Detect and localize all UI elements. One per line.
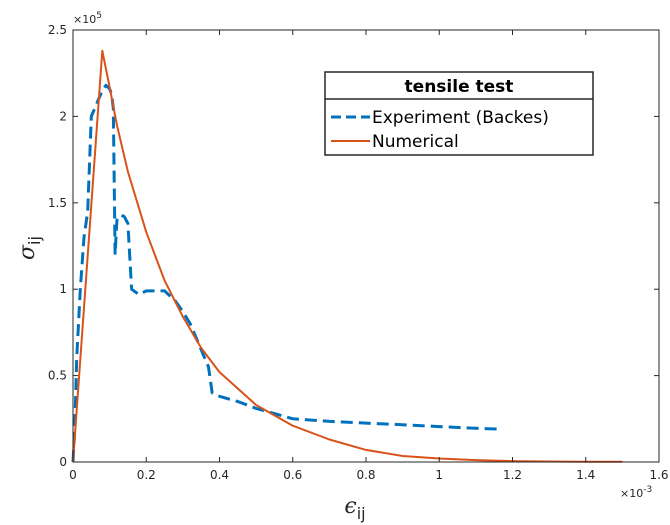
y-tick-label: 1 <box>59 282 67 296</box>
x-axis-label: ϵij <box>344 494 365 523</box>
x-exponent-power: -3 <box>643 485 652 495</box>
x-tick-label: 0.6 <box>283 468 302 482</box>
legend: tensile test Experiment (Backes) Numeric… <box>324 71 594 156</box>
legend-entry-experiment: Experiment (Backes) <box>372 108 549 128</box>
x-tick-label: 0.8 <box>356 468 375 482</box>
series-layer <box>71 49 623 463</box>
series-line-experiment <box>71 83 502 463</box>
x-tick-label: 0 <box>69 468 77 482</box>
y-tick-label: 2.5 <box>48 23 67 37</box>
tick-layer: 0 0.2 0.4 0.6 0.8 1 1.2 1.4 1.6 0 0.5 1 1.5 2 2.5 <box>48 23 669 482</box>
y-axis-symbol: σ <box>15 244 40 260</box>
y-tick-label: 0.5 <box>48 369 67 383</box>
x-tick-label: 0.2 <box>137 468 156 482</box>
y-axis-label: σij <box>15 236 44 260</box>
y-tick-label: 1.5 <box>48 196 67 210</box>
y-tick-label: 2 <box>59 109 67 123</box>
x-tick-label: 1.2 <box>503 468 522 482</box>
y-tick-label: 0 <box>59 455 67 469</box>
y-exponent-power: 5 <box>96 11 102 21</box>
x-exponent-label: ×10-3 <box>620 485 652 500</box>
x-axis-symbol: ϵ <box>344 494 356 519</box>
x-axis-subscript: ij <box>357 504 366 523</box>
y-axis-subscript: ij <box>25 236 44 245</box>
x-exponent-base: ×10 <box>620 487 643 500</box>
legend-entry-numerical: Numerical <box>372 132 459 152</box>
x-tick-label: 0.4 <box>210 468 229 482</box>
legend-title: tensile test <box>405 77 514 97</box>
x-tick-label: 1.6 <box>649 468 668 482</box>
y-exponent-label: ×105 <box>73 11 102 26</box>
y-exponent-base: ×10 <box>73 13 96 26</box>
x-tick-label: 1 <box>435 468 443 482</box>
series-line-numerical <box>72 49 623 463</box>
x-tick-label: 1.4 <box>576 468 595 482</box>
